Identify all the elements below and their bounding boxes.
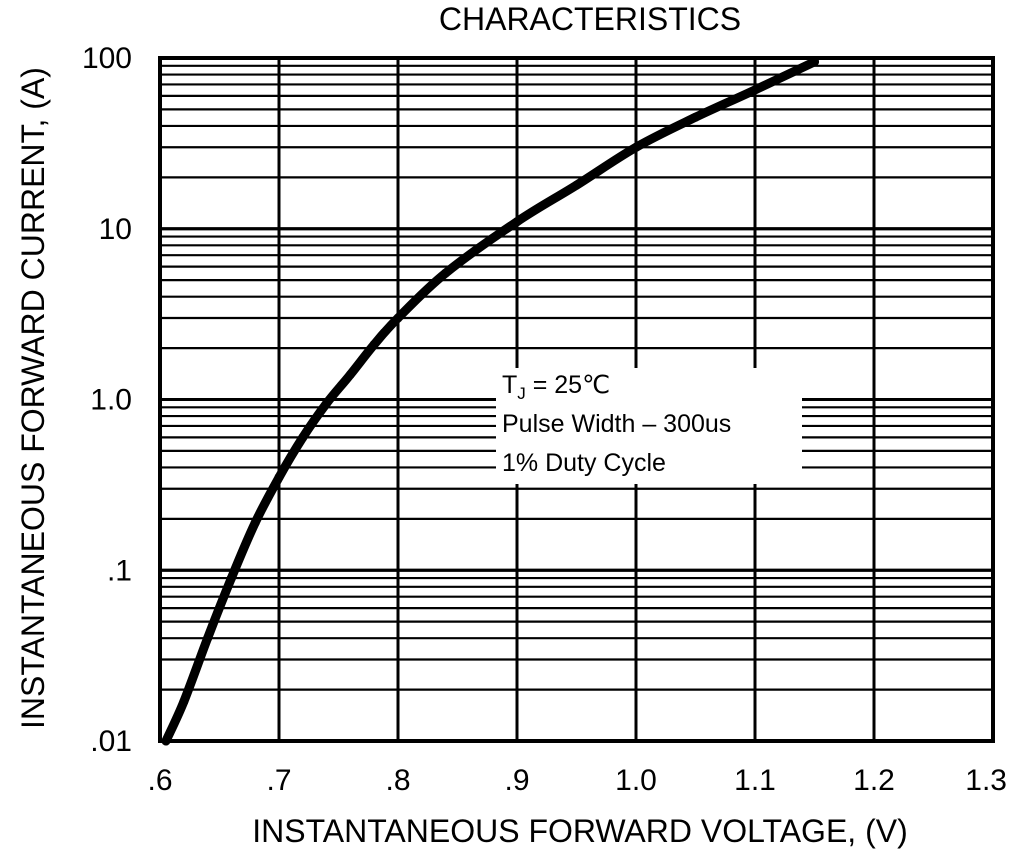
- conditions-annotation: TJ = 25℃ Pulse Width – 300us 1% Duty Cycle: [496, 368, 802, 484]
- annotation-temperature: TJ = 25℃: [502, 371, 610, 403]
- data-point: [345, 370, 355, 380]
- chart-title: CHARACTERISTICS: [439, 1, 741, 37]
- y-axis-label: INSTANTANEOUS FORWARD CURRENT, (A): [15, 67, 51, 729]
- annotation-pulse-width: Pulse Width – 300us: [502, 410, 731, 438]
- data-point: [393, 313, 403, 323]
- forward-current-curve: [161, 57, 819, 746]
- y-tick-label: 100: [82, 42, 132, 75]
- data-point: [512, 217, 522, 227]
- x-tick-label: 1.2: [853, 764, 895, 797]
- x-tick-label: .9: [504, 764, 529, 797]
- x-tick-label: .6: [147, 764, 172, 797]
- data-point: [226, 573, 236, 583]
- data-point: [298, 432, 308, 442]
- data-point: [691, 112, 700, 122]
- annotation-background: [496, 368, 802, 484]
- data-point: [322, 398, 332, 408]
- data-point: [179, 697, 189, 707]
- data-point: [631, 142, 641, 152]
- data-point: [250, 518, 260, 528]
- x-tick-label: .7: [266, 764, 291, 797]
- x-tick-labels: .6 .7 .8 .9 1.0 1.1 1.2 1.3: [147, 764, 1007, 797]
- annotation-duty-cycle: 1% Duty Cycle: [502, 449, 666, 477]
- y-tick-labels: .01 .1 1.0 10 100: [82, 42, 132, 758]
- x-tick-label: 1.3: [965, 764, 1007, 797]
- data-point: [810, 57, 819, 67]
- x-tick-label: 1.0: [615, 764, 657, 797]
- data-point: [750, 85, 760, 95]
- data-point: [274, 472, 284, 482]
- y-tick-label: 1.0: [90, 384, 132, 417]
- data-point: [369, 339, 379, 349]
- x-axis-label: INSTANTANEOUS FORWARD VOLTAGE, (V): [252, 813, 907, 849]
- data-point: [441, 268, 451, 278]
- y-tick-label: 10: [99, 213, 132, 246]
- plot-frame: [158, 56, 995, 743]
- y-tick-label: .1: [107, 554, 132, 587]
- data-points: [161, 57, 819, 746]
- x-tick-label: 1.1: [734, 764, 776, 797]
- x-tick-label: .8: [385, 764, 410, 797]
- data-point: [203, 633, 213, 643]
- data-point: [572, 180, 581, 190]
- y-tick-label: .01: [90, 725, 132, 758]
- data-point: [161, 736, 171, 746]
